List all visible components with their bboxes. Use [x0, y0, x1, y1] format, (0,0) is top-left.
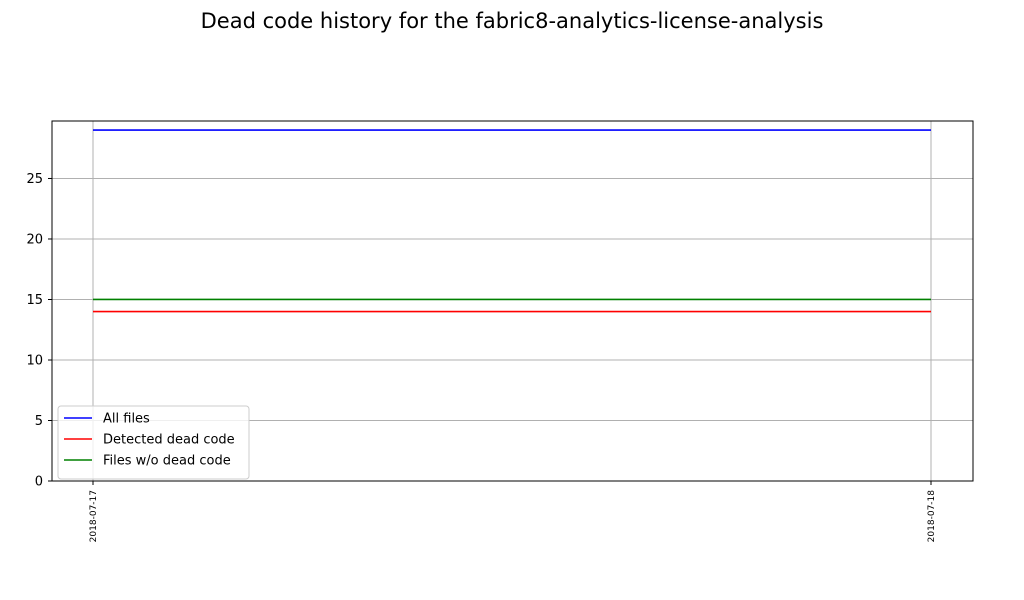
legend-label: Files w/o dead code: [103, 454, 231, 469]
y-tick-label: 15: [26, 293, 43, 308]
x-tick-label: 2018-07-17: [89, 490, 99, 542]
legend: All files Detected dead code Files w/o dea…: [57, 405, 250, 480]
legend-label: All files: [103, 412, 150, 427]
plot-frame: [51, 120, 974, 482]
series-lines: [93, 129, 931, 313]
chart-title: Dead code history for the fabric8-analyt…: [201, 9, 824, 33]
legend-box: [57, 405, 250, 480]
y-tick-label: 20: [26, 232, 43, 247]
y-tick-label: 0: [35, 475, 43, 490]
x-tick-label: 2018-07-18: [927, 490, 937, 543]
y-axis: 0 5 10 15 20 25: [26, 172, 52, 490]
y-tick-label: 10: [26, 353, 43, 368]
x-axis: 2018-07-17 2018-07-18: [89, 481, 937, 542]
legend-label: Detected dead code: [103, 433, 235, 448]
y-tick-label: 25: [26, 172, 43, 187]
y-tick-label: 5: [35, 414, 43, 429]
